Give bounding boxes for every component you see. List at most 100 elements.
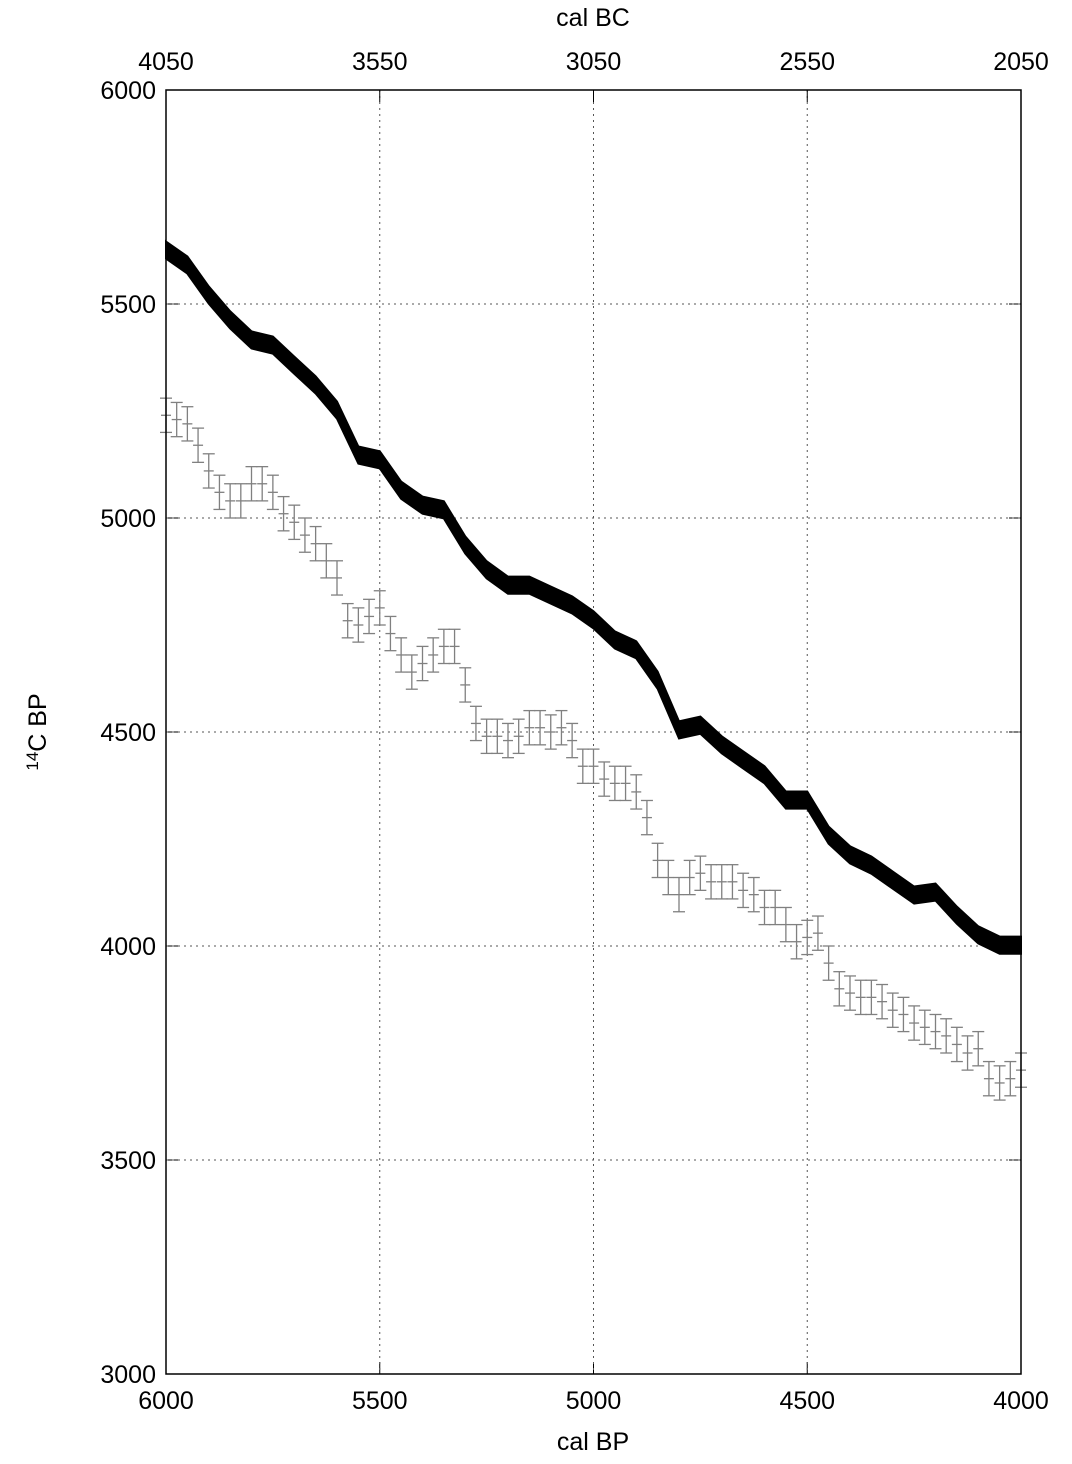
error-bar [705,864,718,900]
error-bar [469,705,482,742]
error-bar [598,761,611,797]
error-bar [405,654,418,690]
error-bar [694,855,707,892]
error-bar [630,774,643,810]
x2-tick-label: 4050 [138,48,194,76]
error-bar [512,718,525,755]
x-tick-label: 4000 [993,1387,1049,1415]
y-tick-label: 3500 [100,1147,156,1175]
error-bar [363,598,376,635]
error-bar [865,979,878,1016]
error-bar [790,923,803,960]
error-bar [940,1018,953,1054]
error-bar [822,945,835,981]
error-bar [619,765,632,802]
error-bar [277,495,290,532]
y-tick-label: 5000 [100,505,156,533]
error-bar [897,996,910,1033]
error-bar [961,1035,974,1071]
error-bar [534,709,547,746]
error-bar [908,1005,921,1041]
error-bar [587,748,600,785]
error-bar [1004,1060,1017,1097]
error-bar [298,517,311,553]
y-tick-label: 4500 [100,719,156,747]
error-bar [459,667,472,703]
error-bar [918,1009,931,1046]
error-bar [844,975,856,1011]
error-bar [523,709,536,746]
error-bar [373,590,386,626]
error-bar [715,864,728,900]
error-bar [170,401,183,438]
x-tick-label: 6000 [138,1387,194,1415]
error-bar [769,889,782,926]
error-bar [982,1060,995,1097]
error-bar [256,465,269,502]
x-axis-label: cal BP [557,1428,629,1456]
x2-tick-label: 3550 [352,48,408,76]
error-bar [192,427,205,464]
error-bar [224,483,237,519]
y-tick-label: 3000 [100,1361,156,1389]
x2-tick-label: 2050 [993,48,1049,76]
error-bar [555,709,568,746]
error-bar [448,628,461,665]
error-bar [309,525,322,562]
x2-tick-label: 3050 [566,48,622,76]
error-bar [480,718,493,755]
y-label-text: C BP [24,693,52,751]
error-bar [950,1026,963,1063]
error-bar [341,602,354,639]
error-bar [801,919,814,956]
error-bar [266,474,279,511]
error-bar [491,718,504,755]
error-bar [320,543,333,579]
y-label-superscript: 14 [23,752,42,771]
error-bar [234,483,247,519]
error-bar [640,799,653,836]
error-bar [833,971,846,1007]
error-bar [181,406,194,442]
error-bar [245,465,258,502]
x2-tick-label: 2550 [779,48,835,76]
error-bar [427,637,440,673]
y-tick-label: 4000 [100,933,156,961]
error-bar [608,765,621,802]
error-bar [416,645,429,682]
error-bar [758,889,771,926]
error-bar [876,983,889,1020]
error-bar [779,906,792,943]
error-bar [662,859,675,896]
error-bar [854,979,867,1016]
y-tick-label: 5500 [100,291,156,319]
x-tick-label: 5500 [352,1387,408,1415]
error-bar [437,628,450,665]
error-bar [737,872,750,909]
error-bar [747,876,760,913]
error-bar [566,722,579,759]
error-bar [886,992,899,1028]
error-bar [544,714,557,750]
error-bar [288,504,301,541]
y-axis-label: 14C BP [23,693,52,770]
error-bar [502,722,514,759]
error-bar [673,876,685,913]
error-bar [811,915,824,951]
error-bar [993,1065,1006,1101]
error-bar [972,1030,985,1067]
error-bar [929,1013,942,1050]
error-bar [202,453,215,489]
error-bar [331,560,343,596]
error-bar [726,864,739,900]
x-tick-label: 4500 [779,1387,835,1415]
error-bar [384,615,397,652]
y-tick-label: 6000 [100,77,156,105]
error-bar [576,748,589,785]
x2-axis-label: cal BC [556,4,630,32]
x-tick-label: 5000 [566,1387,622,1415]
error-bar [395,637,408,673]
error-bar [213,474,226,511]
plot-frame [165,89,1022,1375]
